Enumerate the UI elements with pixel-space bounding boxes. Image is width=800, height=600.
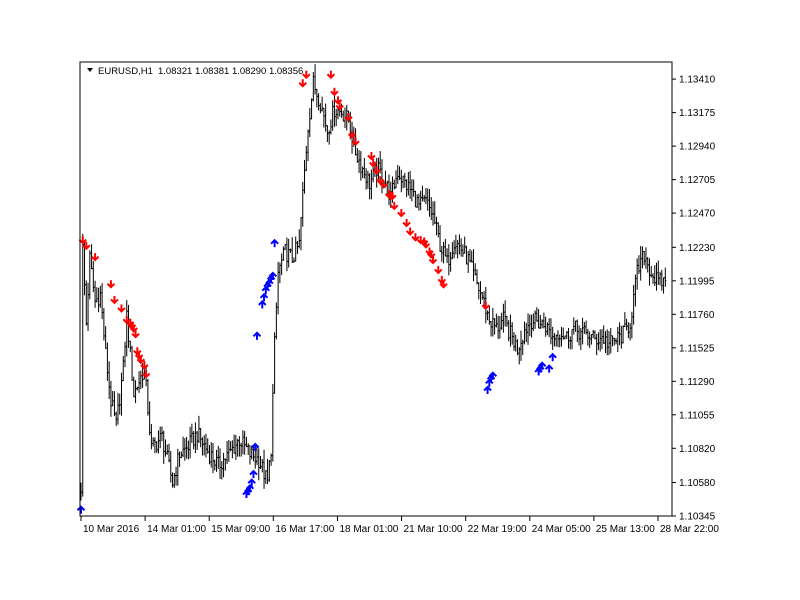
sell-arrow-icon xyxy=(411,233,420,242)
y-tick-label: 1.11525 xyxy=(679,343,715,354)
y-tick-label: 1.12940 xyxy=(679,142,716,153)
x-tick-label: 15 Mar 09:00 xyxy=(211,524,270,535)
y-tick-label: 1.12230 xyxy=(679,243,716,254)
y-tick-label: 1.11760 xyxy=(679,310,715,321)
sell-arrow-icon xyxy=(131,330,140,339)
buy-arrow-icon xyxy=(76,505,86,514)
sell-arrow-icon xyxy=(129,324,139,333)
sell-arrow-icon xyxy=(372,166,381,175)
buy-arrow-icon xyxy=(252,331,262,340)
x-tick-label: 22 Mar 19:00 xyxy=(468,524,527,535)
x-tick-label: 14 Mar 01:00 xyxy=(147,524,206,535)
sell-arrow-icon xyxy=(351,137,360,147)
signal-arrows xyxy=(76,70,557,514)
dropdown-triangle-icon[interactable] xyxy=(87,68,93,72)
y-tick-label: 1.13410 xyxy=(679,75,716,86)
sell-arrow-icon xyxy=(375,176,385,185)
sell-arrow-icon xyxy=(326,70,336,80)
x-tick-label: 28 Mar 22:00 xyxy=(660,524,719,535)
y-tick-label: 1.11995 xyxy=(679,276,715,287)
y-tick-label: 1.13175 xyxy=(679,108,716,119)
sell-arrow-icon xyxy=(298,79,307,88)
sell-arrow-icon xyxy=(344,113,353,122)
sell-arrow-icon xyxy=(347,130,357,139)
y-tick-label: 1.10820 xyxy=(679,444,716,455)
sell-arrow-icon xyxy=(330,87,339,97)
sell-arrow-icon xyxy=(333,96,343,105)
sell-arrow-icon xyxy=(82,241,91,251)
sell-arrow-icon xyxy=(335,102,344,111)
price-bars xyxy=(80,64,667,501)
x-tick-label: 25 Mar 13:00 xyxy=(596,524,655,535)
buy-arrow-icon xyxy=(259,292,269,302)
x-tick-label: 18 Mar 01:00 xyxy=(339,524,398,535)
sell-arrow-icon xyxy=(388,191,397,201)
sell-arrow-icon xyxy=(117,304,126,313)
buy-arrow-icon xyxy=(249,469,258,479)
sell-arrow-icon xyxy=(405,227,415,236)
symbol-label: EURUSD,H1 xyxy=(98,66,153,77)
sell-arrow-icon xyxy=(379,180,388,189)
y-tick-label: 1.10580 xyxy=(679,478,716,489)
sell-arrow-icon xyxy=(427,250,436,259)
sell-arrow-icon xyxy=(90,253,100,262)
sell-arrow-icon xyxy=(390,201,399,211)
sell-arrow-icon xyxy=(136,355,146,365)
x-tick-label: 10 Mar 2016 xyxy=(83,524,140,535)
y-tick-label: 1.11290 xyxy=(679,377,715,388)
ohlc-values: 1.08321 1.08381 1.08290 1.08356 xyxy=(158,66,303,77)
buy-arrow-icon xyxy=(245,483,255,493)
sell-arrow-icon xyxy=(141,370,151,379)
price-axis: 1.13410 1.13175 1.12940 1.12705 1.12470 1.122… xyxy=(672,75,716,523)
plot-frame xyxy=(79,61,673,517)
y-tick-label: 1.12470 xyxy=(679,209,716,220)
buy-arrow-icon xyxy=(548,352,557,362)
sell-arrow-icon xyxy=(106,280,116,289)
buy-arrow-icon xyxy=(544,364,554,373)
x-tick-label: 16 Mar 17:00 xyxy=(275,524,334,535)
sell-arrow-icon xyxy=(402,218,411,228)
sell-arrow-icon xyxy=(439,280,448,289)
buy-arrow-icon xyxy=(258,300,267,309)
sell-arrow-icon xyxy=(368,159,378,168)
sell-arrow-icon xyxy=(434,265,443,275)
buy-arrow-icon xyxy=(268,271,278,280)
sell-arrow-icon xyxy=(302,70,311,80)
sell-arrow-icon xyxy=(421,240,431,249)
y-tick-label: 1.12705 xyxy=(679,175,716,186)
x-tick-label: 21 Mar 10:00 xyxy=(404,524,463,535)
buy-arrow-icon xyxy=(537,361,547,370)
sell-arrow-icon xyxy=(367,151,376,161)
buy-arrow-icon xyxy=(488,371,498,380)
time-axis: 10 Mar 2016 14 Mar 01:00 15 Mar 09:00 16 Ma… xyxy=(80,516,719,535)
buy-arrow-icon xyxy=(247,478,256,487)
y-tick-label: 1.11055 xyxy=(679,410,715,421)
sell-arrow-icon xyxy=(397,208,406,218)
sell-arrow-icon xyxy=(110,295,119,305)
sell-arrow-icon xyxy=(428,255,438,265)
buy-arrow-icon xyxy=(483,385,492,394)
y-tick-label: 1.10345 xyxy=(679,512,716,523)
buy-arrow-icon xyxy=(270,238,279,248)
x-tick-label: 24 Mar 05:00 xyxy=(532,524,591,535)
price-bar xyxy=(664,267,667,287)
sell-arrow-icon xyxy=(140,361,149,370)
buy-arrow-icon xyxy=(251,442,260,452)
sell-arrow-icon xyxy=(481,301,491,311)
